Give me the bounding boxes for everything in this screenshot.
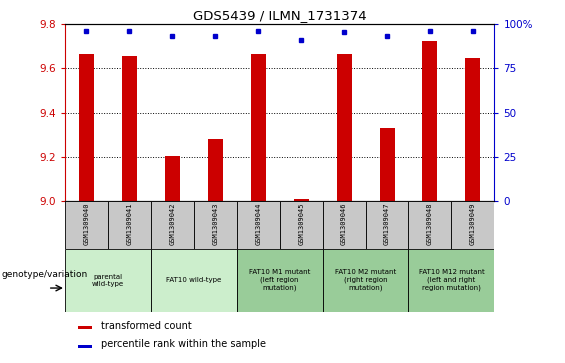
Bar: [280, 201, 323, 249]
Text: GSM1309049: GSM1309049: [470, 203, 476, 245]
Bar: [108, 201, 151, 249]
Bar: [237, 201, 280, 249]
Bar: [151, 249, 237, 312]
Text: GSM1309046: GSM1309046: [341, 203, 347, 245]
Text: FAT10 M2 mutant
(right region
mutation): FAT10 M2 mutant (right region mutation): [335, 269, 396, 291]
Bar: [237, 249, 323, 312]
Bar: [294, 199, 308, 201]
Bar: [423, 41, 437, 201]
Text: GSM1309048: GSM1309048: [427, 203, 433, 245]
Title: GDS5439 / ILMN_1731374: GDS5439 / ILMN_1731374: [193, 9, 367, 23]
Bar: [79, 54, 94, 201]
Text: GSM1309041: GSM1309041: [127, 203, 132, 245]
Bar: [337, 54, 351, 201]
Text: GSM1309047: GSM1309047: [384, 203, 390, 245]
Text: GSM1309042: GSM1309042: [170, 203, 175, 245]
Bar: [366, 201, 408, 249]
Text: genotype/variation: genotype/variation: [1, 270, 88, 280]
Bar: [208, 139, 223, 201]
Bar: [451, 201, 494, 249]
Bar: [194, 201, 237, 249]
Bar: [78, 326, 92, 329]
Bar: [65, 201, 108, 249]
Bar: [65, 249, 151, 312]
Bar: [323, 201, 366, 249]
Bar: [122, 56, 137, 201]
Text: FAT10 M1 mutant
(left region
mutation): FAT10 M1 mutant (left region mutation): [249, 269, 310, 291]
Text: FAT10 M12 mutant
(left and right
region mutation): FAT10 M12 mutant (left and right region …: [419, 269, 484, 291]
Bar: [165, 156, 180, 201]
Bar: [380, 128, 394, 201]
Bar: [151, 201, 194, 249]
Text: parental
wild-type: parental wild-type: [92, 274, 124, 287]
Text: percentile rank within the sample: percentile rank within the sample: [102, 339, 267, 349]
Text: GSM1309045: GSM1309045: [298, 203, 304, 245]
Bar: [78, 344, 92, 348]
Text: GSM1309043: GSM1309043: [212, 203, 218, 245]
Text: transformed count: transformed count: [102, 321, 192, 331]
Bar: [323, 249, 408, 312]
Text: GSM1309044: GSM1309044: [255, 203, 261, 245]
Bar: [408, 201, 451, 249]
Bar: [251, 54, 266, 201]
Text: FAT10 wild-type: FAT10 wild-type: [166, 277, 221, 284]
Bar: [466, 58, 480, 201]
Text: GSM1309040: GSM1309040: [84, 203, 89, 245]
Bar: [408, 249, 494, 312]
